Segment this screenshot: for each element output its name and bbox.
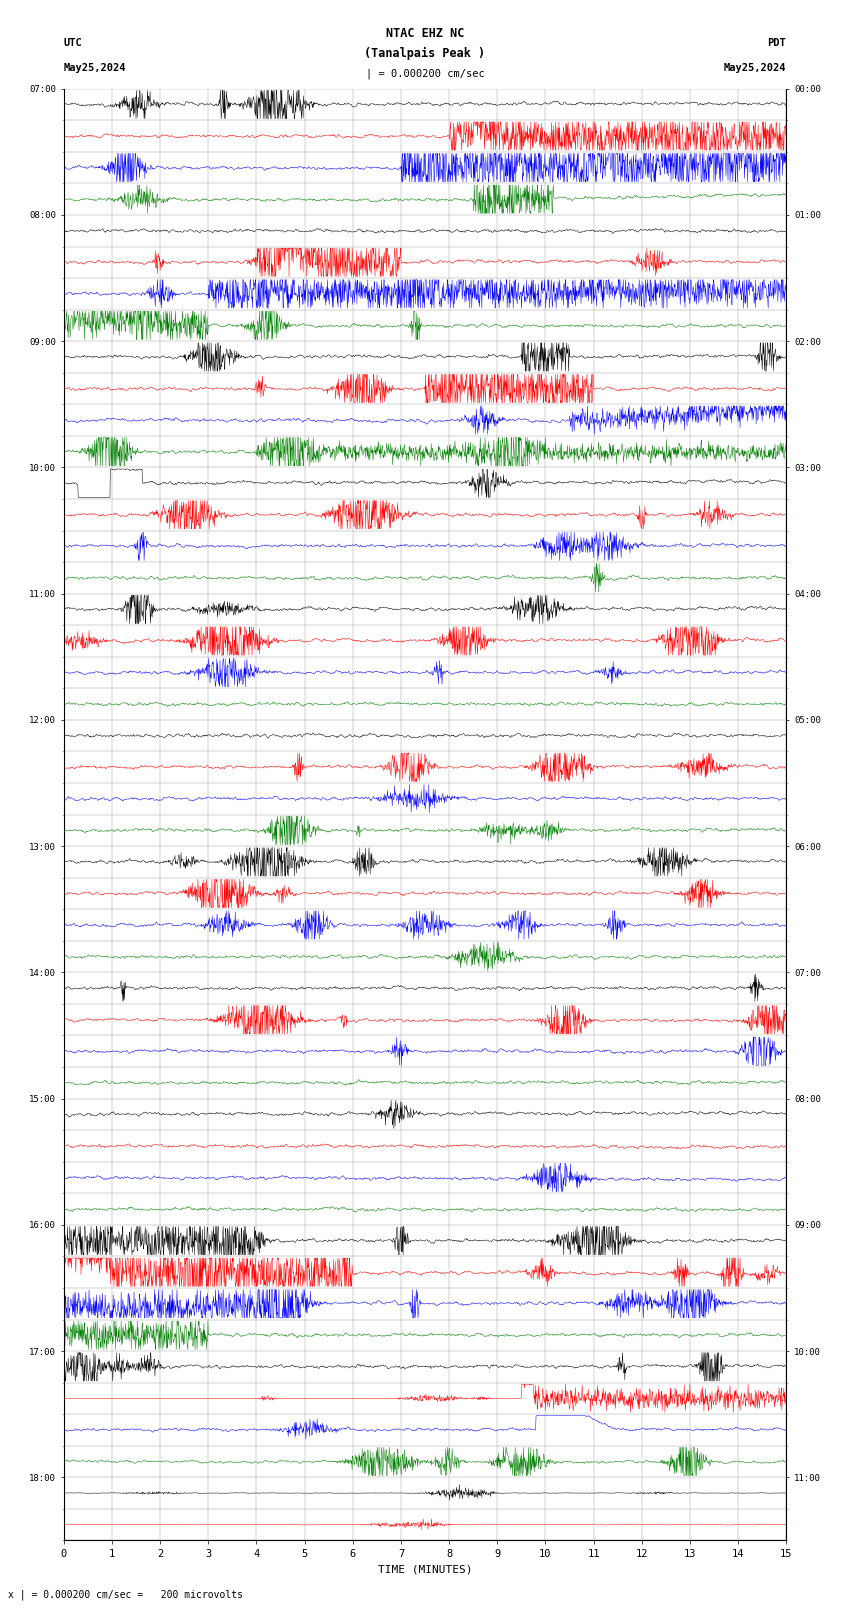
Text: UTC: UTC: [64, 39, 82, 48]
Text: May25,2024: May25,2024: [723, 63, 786, 73]
Text: PDT: PDT: [768, 39, 786, 48]
Text: (Tanalpais Peak ): (Tanalpais Peak ): [365, 47, 485, 60]
X-axis label: TIME (MINUTES): TIME (MINUTES): [377, 1565, 473, 1574]
Text: | = 0.000200 cm/sec: | = 0.000200 cm/sec: [366, 68, 484, 79]
Text: NTAC EHZ NC: NTAC EHZ NC: [386, 27, 464, 40]
Text: x | = 0.000200 cm/sec =   200 microvolts: x | = 0.000200 cm/sec = 200 microvolts: [8, 1589, 243, 1600]
Text: May25,2024: May25,2024: [64, 63, 127, 73]
